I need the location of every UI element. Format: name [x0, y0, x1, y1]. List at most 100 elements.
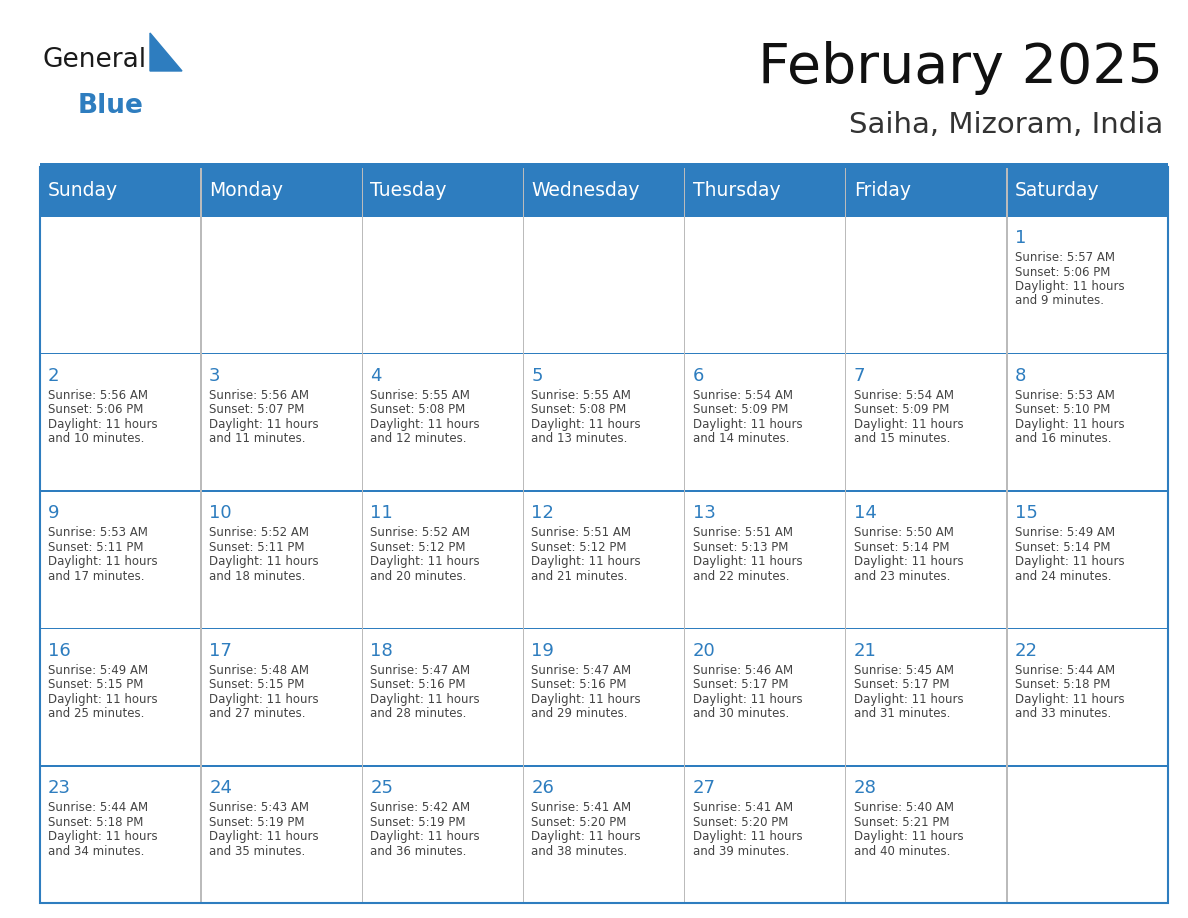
Text: Sunday: Sunday [48, 182, 118, 200]
Text: Sunrise: 5:51 AM: Sunrise: 5:51 AM [531, 526, 632, 539]
Text: and 14 minutes.: and 14 minutes. [693, 432, 789, 445]
Bar [40, 353, 1168, 354]
Text: Sunrise: 5:51 AM: Sunrise: 5:51 AM [693, 526, 792, 539]
Bar [684, 766, 846, 903]
Text: Sunrise: 5:49 AM: Sunrise: 5:49 AM [1015, 526, 1116, 539]
Bar [684, 167, 685, 903]
Bar [1007, 215, 1168, 353]
Text: Tuesday: Tuesday [371, 182, 447, 200]
Bar [524, 766, 684, 903]
Text: Sunrise: 5:52 AM: Sunrise: 5:52 AM [209, 526, 309, 539]
Text: 7: 7 [854, 366, 865, 385]
Text: Sunrise: 5:43 AM: Sunrise: 5:43 AM [209, 801, 309, 814]
Text: 18: 18 [371, 642, 393, 660]
Text: Sunrise: 5:55 AM: Sunrise: 5:55 AM [531, 388, 631, 401]
Bar [40, 490, 201, 628]
Text: Thursday: Thursday [693, 182, 781, 200]
Text: and 24 minutes.: and 24 minutes. [1015, 570, 1111, 583]
Text: Daylight: 11 hours: Daylight: 11 hours [209, 831, 318, 844]
Text: Monday: Monday [209, 182, 283, 200]
Text: Sunrise: 5:53 AM: Sunrise: 5:53 AM [1015, 388, 1114, 401]
Text: Sunrise: 5:41 AM: Sunrise: 5:41 AM [531, 801, 632, 814]
Text: Sunset: 5:14 PM: Sunset: 5:14 PM [1015, 541, 1111, 554]
Text: Sunrise: 5:47 AM: Sunrise: 5:47 AM [531, 664, 632, 677]
Text: Sunrise: 5:45 AM: Sunrise: 5:45 AM [854, 664, 954, 677]
Bar [40, 163, 1168, 167]
Text: Daylight: 11 hours: Daylight: 11 hours [1015, 693, 1125, 706]
Bar [201, 167, 202, 903]
Text: Sunset: 5:13 PM: Sunset: 5:13 PM [693, 541, 788, 554]
Text: Daylight: 11 hours: Daylight: 11 hours [854, 418, 963, 431]
Text: Sunset: 5:09 PM: Sunset: 5:09 PM [854, 403, 949, 416]
Bar [362, 353, 524, 490]
Text: and 34 minutes.: and 34 minutes. [48, 845, 145, 858]
Text: Sunset: 5:20 PM: Sunset: 5:20 PM [693, 816, 788, 829]
Text: Daylight: 11 hours: Daylight: 11 hours [693, 555, 802, 568]
Bar [201, 353, 362, 490]
Text: and 31 minutes.: and 31 minutes. [854, 707, 950, 721]
Text: 27: 27 [693, 779, 715, 798]
Text: Sunrise: 5:46 AM: Sunrise: 5:46 AM [693, 664, 792, 677]
Text: Sunset: 5:17 PM: Sunset: 5:17 PM [854, 678, 949, 691]
Text: Sunset: 5:12 PM: Sunset: 5:12 PM [531, 541, 627, 554]
Bar [40, 628, 201, 766]
Text: and 9 minutes.: and 9 minutes. [1015, 295, 1104, 308]
Text: Daylight: 11 hours: Daylight: 11 hours [693, 831, 802, 844]
Bar [362, 490, 524, 628]
Text: Daylight: 11 hours: Daylight: 11 hours [48, 831, 158, 844]
Bar [40, 353, 201, 490]
Bar [40, 490, 1168, 492]
Text: Daylight: 11 hours: Daylight: 11 hours [48, 418, 158, 431]
Text: and 21 minutes.: and 21 minutes. [531, 570, 628, 583]
Bar [524, 353, 684, 490]
Bar [40, 215, 201, 353]
Text: and 13 minutes.: and 13 minutes. [531, 432, 627, 445]
Text: Daylight: 11 hours: Daylight: 11 hours [693, 693, 802, 706]
Bar [845, 167, 847, 903]
Text: 4: 4 [371, 366, 381, 385]
Text: Daylight: 11 hours: Daylight: 11 hours [854, 831, 963, 844]
Text: Daylight: 11 hours: Daylight: 11 hours [531, 418, 642, 431]
Bar [1007, 628, 1168, 766]
Text: Daylight: 11 hours: Daylight: 11 hours [531, 831, 642, 844]
Text: Sunrise: 5:53 AM: Sunrise: 5:53 AM [48, 526, 147, 539]
Text: 22: 22 [1015, 642, 1038, 660]
Bar [524, 490, 684, 628]
Text: 13: 13 [693, 504, 715, 522]
Text: Sunset: 5:11 PM: Sunset: 5:11 PM [48, 541, 144, 554]
Text: and 28 minutes.: and 28 minutes. [371, 707, 467, 721]
Text: and 18 minutes.: and 18 minutes. [209, 570, 305, 583]
Text: 8: 8 [1015, 366, 1026, 385]
Bar [684, 490, 846, 628]
Text: 11: 11 [371, 504, 393, 522]
Bar [201, 215, 362, 353]
Text: 25: 25 [371, 779, 393, 798]
Text: Daylight: 11 hours: Daylight: 11 hours [209, 693, 318, 706]
Text: 26: 26 [531, 779, 555, 798]
Bar [40, 167, 1168, 215]
Bar [524, 628, 684, 766]
Bar [40, 215, 1168, 217]
Text: Saiha, Mizoram, India: Saiha, Mizoram, India [848, 111, 1163, 139]
Text: 3: 3 [209, 366, 221, 385]
Text: and 15 minutes.: and 15 minutes. [854, 432, 950, 445]
Bar [40, 628, 1168, 630]
Bar [846, 490, 1007, 628]
Text: and 12 minutes.: and 12 minutes. [371, 432, 467, 445]
Text: 15: 15 [1015, 504, 1038, 522]
Text: and 10 minutes.: and 10 minutes. [48, 432, 145, 445]
Text: Sunrise: 5:56 AM: Sunrise: 5:56 AM [48, 388, 148, 401]
Text: Daylight: 11 hours: Daylight: 11 hours [854, 693, 963, 706]
Text: Daylight: 11 hours: Daylight: 11 hours [854, 555, 963, 568]
Text: Saturday: Saturday [1015, 182, 1099, 200]
Text: and 27 minutes.: and 27 minutes. [209, 707, 305, 721]
Text: Sunset: 5:19 PM: Sunset: 5:19 PM [371, 816, 466, 829]
Text: Blue: Blue [78, 93, 144, 119]
Text: Sunrise: 5:44 AM: Sunrise: 5:44 AM [48, 801, 148, 814]
Bar [524, 215, 684, 353]
Text: Sunset: 5:17 PM: Sunset: 5:17 PM [693, 678, 788, 691]
Bar [684, 215, 846, 353]
Bar [40, 766, 201, 903]
Bar [846, 215, 1007, 353]
Text: 1: 1 [1015, 229, 1026, 247]
